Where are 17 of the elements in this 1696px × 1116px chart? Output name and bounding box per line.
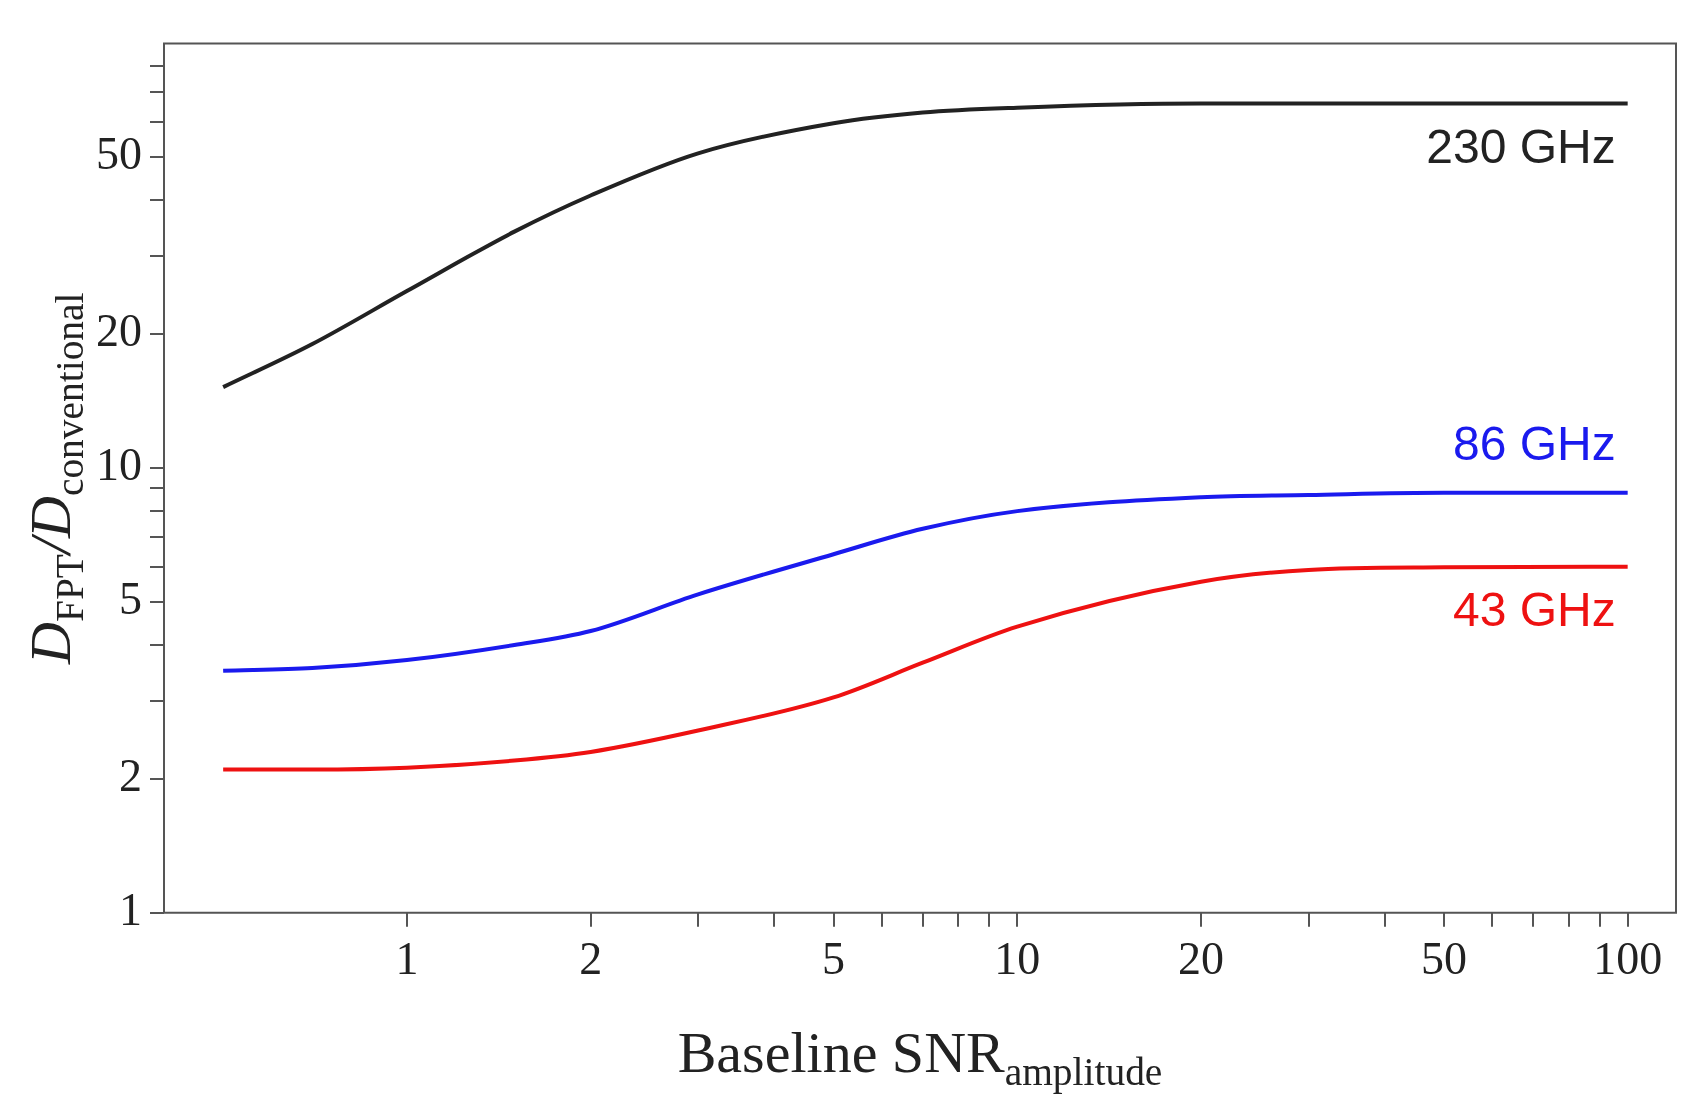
x-tick-label: 20	[1178, 933, 1225, 985]
x-tick-label: 1	[395, 933, 419, 985]
x-tick-label: 2	[579, 933, 603, 985]
x-tick-label: 10	[994, 933, 1041, 985]
y-tick-label: 20	[96, 305, 142, 357]
y-tick-label: 10	[96, 439, 142, 491]
x-tick-label: 50	[1420, 933, 1467, 985]
y-tick-label: 1	[119, 883, 142, 935]
series-label: 86 GHz	[1452, 416, 1616, 470]
x-tick-label: 5	[822, 933, 846, 985]
y-tick-label: 50	[96, 128, 142, 180]
y-tick-label: 5	[119, 572, 142, 624]
y-tick-label: 2	[119, 749, 142, 801]
x-tick-label: 100	[1593, 933, 1663, 985]
series-label: 230 GHz	[1426, 119, 1616, 173]
series-label: 43 GHz	[1452, 582, 1616, 636]
y-axis-title: DFPT/Dconventional	[18, 292, 92, 665]
